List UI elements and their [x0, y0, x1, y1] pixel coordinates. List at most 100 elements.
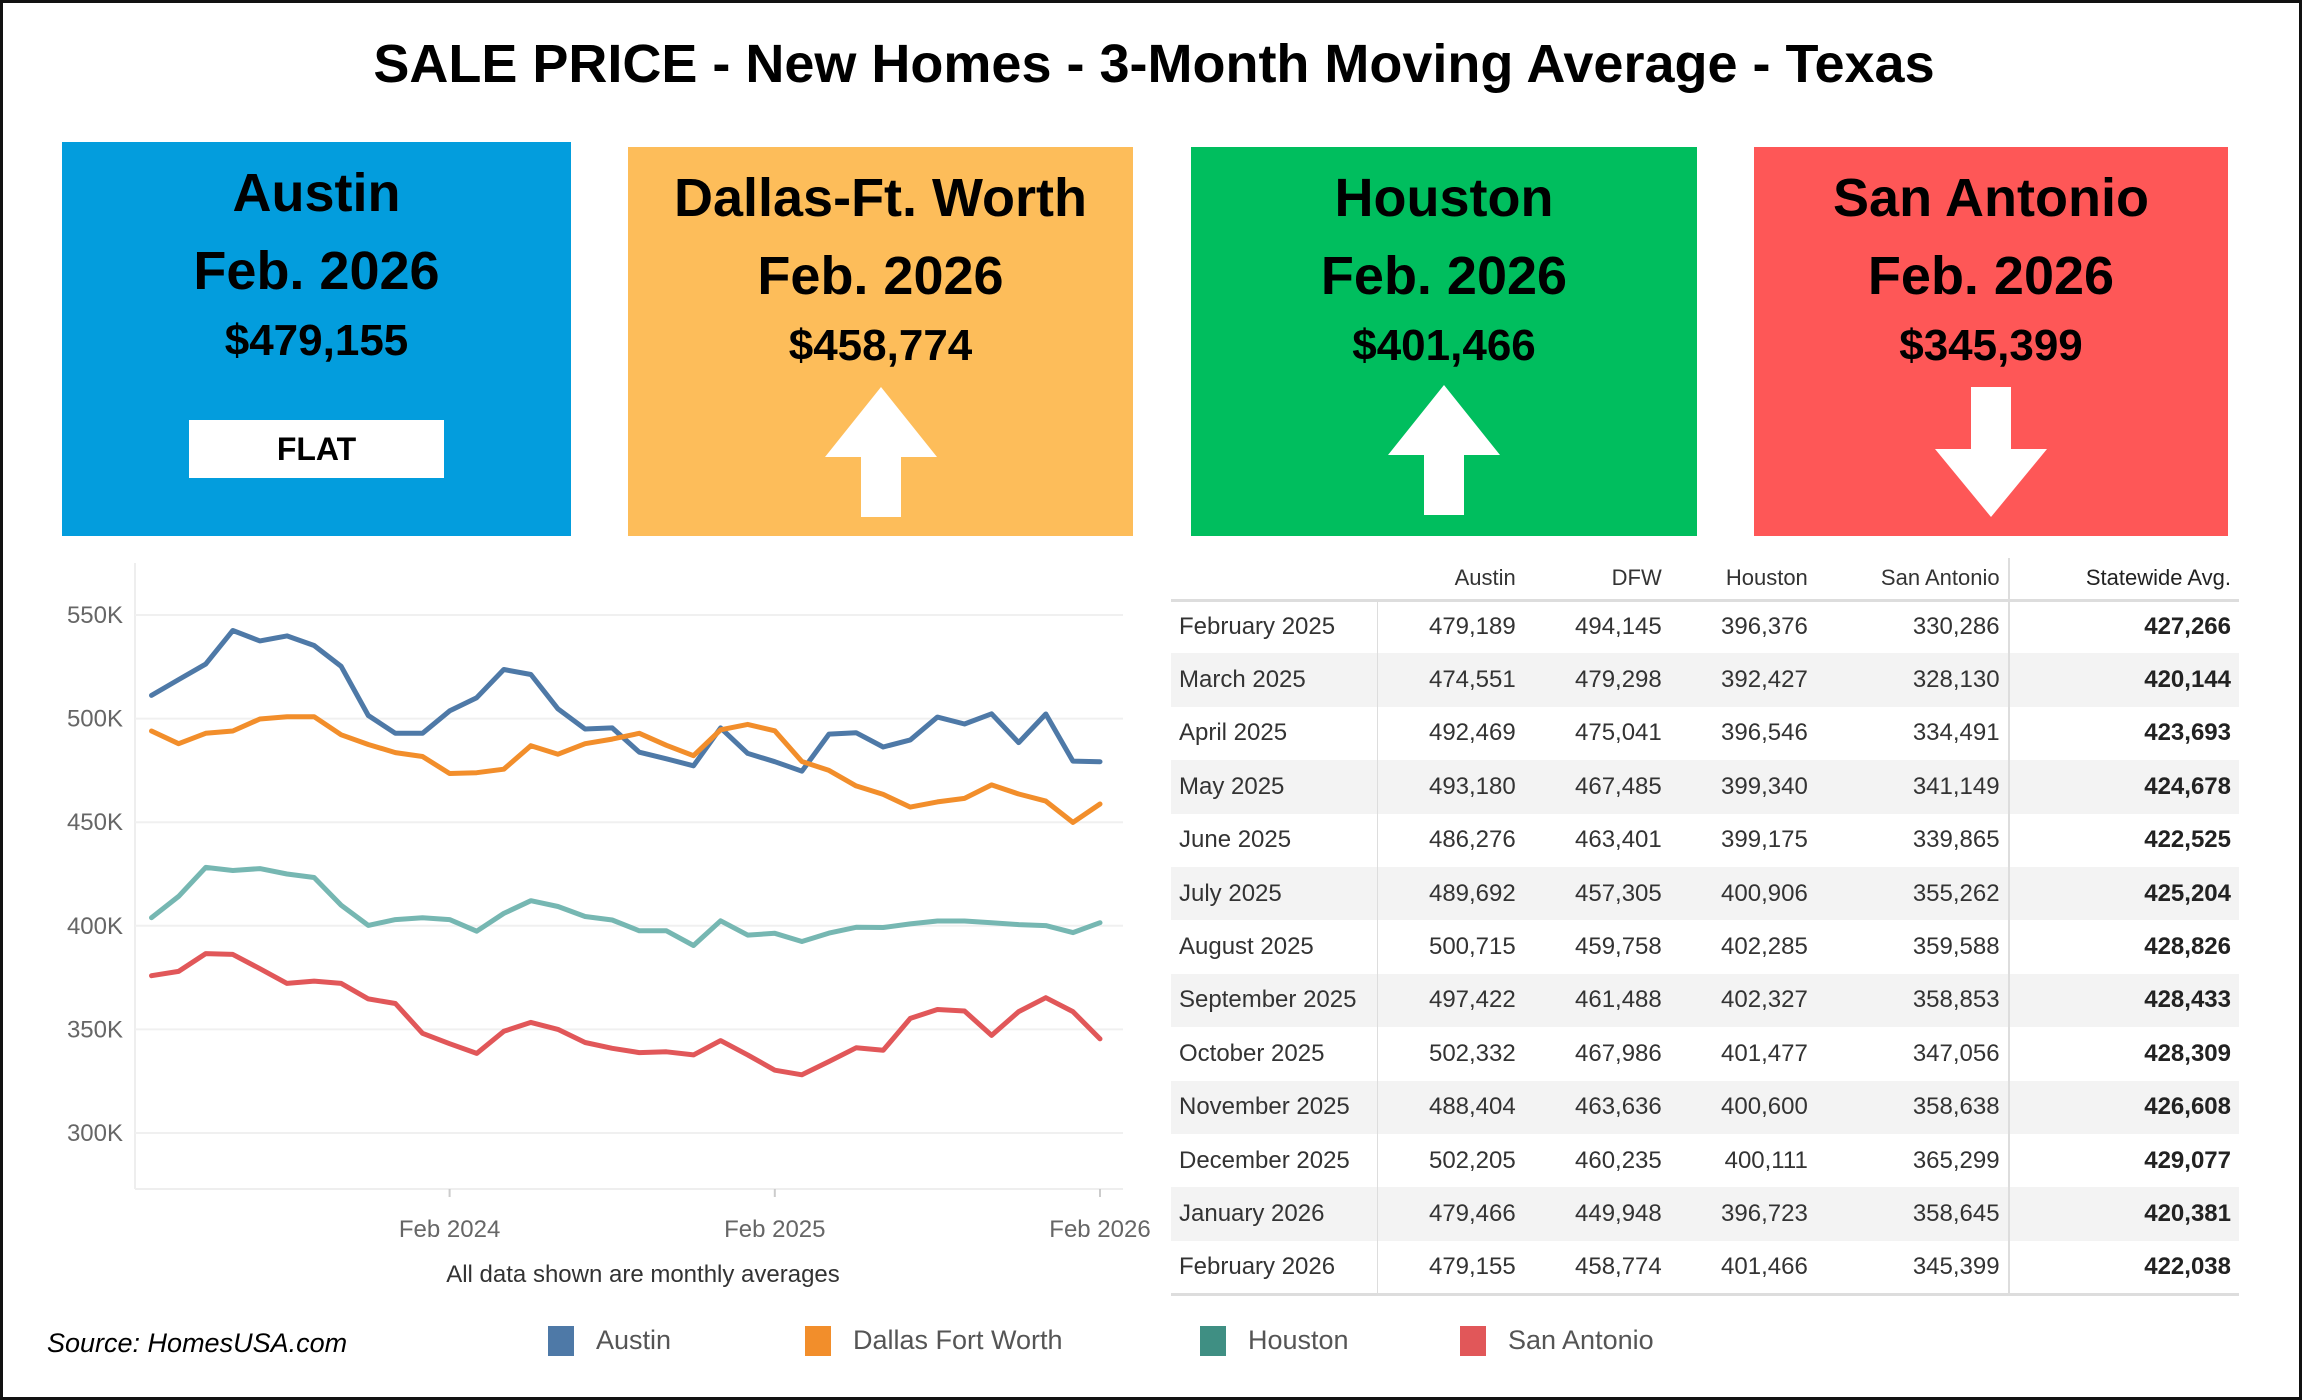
table-cell: 502,205 — [1428, 1146, 1516, 1174]
table-cell: 396,376 — [1721, 613, 1808, 641]
table-cell: 459,758 — [1575, 933, 1662, 961]
card-price: $345,399 — [1899, 321, 2083, 370]
table-cell: 345,399 — [1815, 1240, 2009, 1296]
table-cell: 463,401 — [1575, 826, 1662, 854]
column-header: Austin — [1377, 558, 1524, 602]
row-label: January 2026 — [1171, 1187, 1378, 1241]
table-cell: 493,180 — [1377, 760, 1524, 814]
table-cell: 420,381 — [2007, 1187, 2239, 1241]
table-cell: 502,332 — [1428, 1039, 1516, 1067]
table-cell: 428,433 — [2007, 973, 2239, 1028]
row-label: September 2025 — [1171, 973, 1378, 1028]
table-cell: 334,491 — [1912, 719, 2000, 747]
column-header: DFW — [1523, 558, 1670, 602]
table-cell: 460,235 — [1575, 1146, 1662, 1174]
table-cell: 400,111 — [1724, 1146, 1808, 1174]
card-city: Austin — [232, 163, 401, 223]
card-houston: Houston Feb. 2026 $401,466 — [1191, 147, 1697, 536]
table-row: June 2025 486,276 463,401 399,175 339,865 422… — [1171, 813, 2239, 867]
column-header: Statewide Avg. — [2007, 558, 2239, 602]
y-tick-label: 300K — [67, 1120, 123, 1147]
column-header — [1171, 558, 1377, 602]
legend-label: Dallas Fort Worth — [853, 1325, 1063, 1355]
table-cell: 479,466 — [1377, 1187, 1524, 1241]
table-cell: 358,645 — [1815, 1187, 2009, 1241]
table-row: September 2025 497,422 461,488 402,327 358,8… — [1171, 973, 2239, 1028]
table-cell: 341,149 — [1815, 760, 2009, 814]
card-city: Dallas-Ft. Worth — [673, 168, 1087, 228]
card-dfw: Dallas-Ft. Worth Feb. 2026 $458,774 — [628, 147, 1133, 536]
row-label: October 2025 — [1171, 1027, 1378, 1081]
card-date: Feb. 2026 — [1867, 246, 2115, 306]
table-cell: 422,038 — [2007, 1240, 2239, 1296]
x-tick-label: Feb 2025 — [724, 1216, 825, 1243]
table-cell: 488,404 — [1377, 1080, 1524, 1134]
table-cell: 358,853 — [1815, 973, 2009, 1028]
table-cell: 402,327 — [1669, 973, 1816, 1028]
card-city: San Antonio — [1833, 168, 2149, 228]
table-cell: 423,693 — [2007, 706, 2239, 761]
row-label: December 2025 — [1171, 1133, 1378, 1188]
table-cell: 358,638 — [1815, 1080, 2009, 1134]
table-cell: 396,546 — [1721, 719, 1808, 747]
series-line-dallas-fort-worth — [149, 714, 1103, 825]
legend-swatch — [1200, 1325, 1226, 1356]
table-cell: 467,485 — [1523, 760, 1670, 814]
x-tick-label: Feb 2024 — [399, 1216, 500, 1243]
table-cell: 365,299 — [1912, 1146, 2000, 1174]
table-cell: 359,588 — [1912, 933, 2000, 961]
table-cell: 429,077 — [2007, 1133, 2239, 1188]
table-cell: 399,175 — [1721, 826, 1808, 854]
table-cell: 399,340 — [1669, 760, 1816, 814]
x-tick-label: Feb 2026 — [1049, 1216, 1150, 1243]
series-line-san-antonio — [149, 951, 1103, 1078]
table-cell: 392,427 — [1669, 653, 1816, 707]
y-tick-label: 350K — [67, 1016, 123, 1043]
source-note: Source: HomesUSA.com — [47, 1328, 348, 1358]
table-cell: 400,600 — [1669, 1080, 1816, 1134]
row-label: February 2025 — [1171, 600, 1378, 654]
row-label: July 2025 — [1171, 866, 1378, 921]
table-row: February 2026 479,155 458,774 401,466 345,39… — [1171, 1240, 2239, 1296]
legend-item-san-antonio: San Antonio — [1460, 1325, 1654, 1356]
table-cell: 497,422 — [1377, 973, 1524, 1028]
table-cell: 428,309 — [2007, 1027, 2239, 1081]
legend-item-houston: Houston — [1200, 1325, 1349, 1356]
table-cell: 427,266 — [2007, 600, 2239, 654]
table-cell: 347,056 — [1912, 1039, 2000, 1067]
page-title: SALE PRICE - New Homes - 3-Month Moving … — [373, 34, 1935, 94]
arrow-up-icon — [824, 387, 937, 517]
table-cell: 479,298 — [1523, 653, 1670, 707]
table-cell: 328,130 — [1815, 653, 2009, 707]
table-cell: 492,469 — [1428, 719, 1516, 747]
table-cell: 479,155 — [1377, 1240, 1524, 1296]
legend-swatch — [1460, 1325, 1486, 1356]
table-cell: 401,466 — [1669, 1240, 1816, 1296]
table-cell: 339,865 — [1912, 826, 2000, 854]
table-cell: 422,525 — [2007, 813, 2239, 867]
table-cell: 420,144 — [2007, 653, 2239, 707]
row-label: March 2025 — [1171, 653, 1378, 707]
table-cell: 467,986 — [1575, 1039, 1662, 1067]
table-row: November 2025 488,404 463,636 400,600 358,63… — [1171, 1080, 2239, 1134]
table-cell: 426,608 — [2007, 1080, 2239, 1134]
card-date: Feb. 2026 — [757, 246, 1004, 306]
table-cell: 458,774 — [1523, 1240, 1670, 1296]
column-header: Houston — [1669, 558, 1816, 602]
table-row: October 2025 502,332 467,986 401,477 347,056… — [1171, 1027, 2239, 1081]
table-cell: 330,286 — [1912, 613, 2000, 641]
table-cell: 489,692 — [1377, 866, 1524, 921]
table-cell: 396,723 — [1669, 1187, 1816, 1241]
row-label: August 2025 — [1171, 920, 1378, 974]
legend-item-austin: Austin — [548, 1325, 671, 1356]
card-san-antonio: San Antonio Feb. 2026 $345,399 — [1754, 147, 2228, 536]
table-cell: 428,826 — [2007, 920, 2239, 974]
table-row: March 2025 474,551 479,298 392,427 328,130 42… — [1171, 653, 2239, 707]
legend-label: Houston — [1248, 1325, 1349, 1355]
table-row: July 2025 489,692 457,305 400,906 355,262 425… — [1171, 866, 2239, 921]
table-cell: 461,488 — [1523, 973, 1670, 1028]
card-city: Houston — [1334, 168, 1554, 228]
card-date: Feb. 2026 — [1320, 246, 1568, 306]
table-cell: 449,948 — [1523, 1187, 1670, 1241]
table-cell: 475,041 — [1575, 719, 1662, 747]
